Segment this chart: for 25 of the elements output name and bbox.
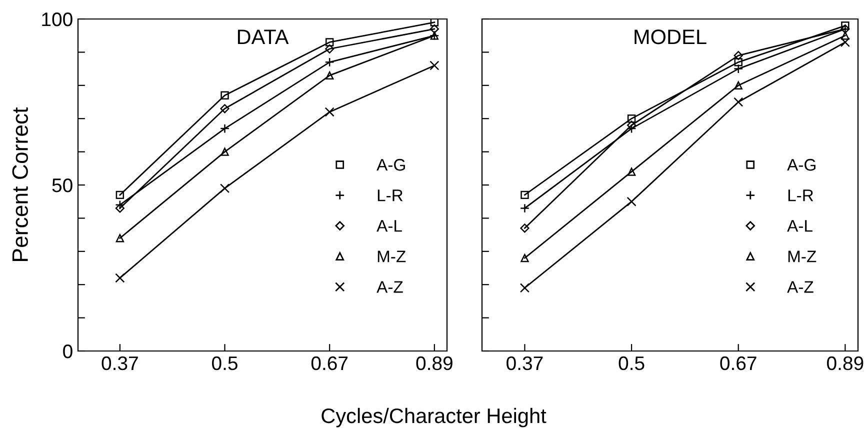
x-tick-label: 0.89 [827,356,864,370]
y-tick-label: 100 [42,12,72,26]
legend-label: M-Z [788,250,816,262]
legend-label: A-L [787,220,812,232]
legend-label: A-G [787,158,816,171]
legend-label: A-Z [376,281,403,293]
legend-label: M-Z [378,250,406,262]
x-axis-title: Cycles/Character Height [322,408,546,428]
y-axis-title: Percent Correct [12,107,28,261]
x-tick-label: 0.67 [311,356,348,370]
x-tick-label: 0.37 [102,356,138,370]
legend-label: L-R [788,190,814,202]
x-tick-label: 0.89 [416,356,452,370]
legend-label: A-L [376,220,402,232]
x-tick-label: 0.37 [506,356,543,370]
x-tick-label: 0.67 [720,356,756,370]
chart-title: MODEL [634,30,706,44]
chart-title: DATA [238,30,289,44]
x-tick-label: 0.5 [212,356,238,370]
x-tick-label: 0.5 [618,356,644,370]
legend-label: A-Z [787,281,814,293]
y-tick-label: 50 [52,178,72,192]
legend-label: A-G [376,158,405,171]
legend-label: L-R [378,190,403,202]
y-tick-label: 0 [63,344,72,358]
